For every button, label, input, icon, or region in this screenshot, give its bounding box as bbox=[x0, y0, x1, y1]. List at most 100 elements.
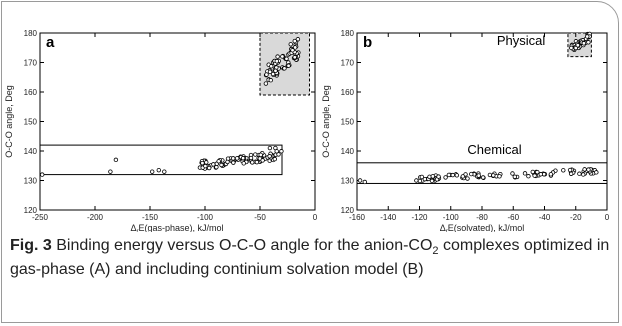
data-point bbox=[108, 169, 113, 174]
y-tick-label: 170 bbox=[341, 59, 355, 68]
data-point bbox=[231, 156, 236, 161]
data-point bbox=[581, 172, 586, 177]
data-point bbox=[454, 173, 460, 178]
y-tick-label: 150 bbox=[24, 118, 38, 127]
data-point bbox=[532, 173, 537, 178]
data-point bbox=[219, 162, 224, 168]
data-point bbox=[225, 159, 230, 165]
y-tick-label: 160 bbox=[341, 88, 355, 97]
data-point bbox=[469, 171, 474, 177]
data-point bbox=[211, 162, 216, 167]
x-tick-label: -100 bbox=[197, 213, 214, 222]
data-point bbox=[267, 145, 273, 151]
y-tick-label: 130 bbox=[24, 177, 38, 186]
data-point bbox=[258, 152, 263, 158]
x-tick-label: 0 bbox=[313, 213, 318, 222]
data-point bbox=[279, 149, 284, 154]
chart-panel-b: -160 -140 -120 -100 -80 -60 -40 -20 0 120 130 140 15… bbox=[321, 29, 610, 232]
x-tick-label: -50 bbox=[254, 213, 266, 222]
data-point bbox=[443, 175, 448, 180]
data-point bbox=[568, 171, 574, 176]
x-tick-label: -120 bbox=[411, 213, 428, 222]
data-point bbox=[113, 157, 119, 163]
panel-label: a bbox=[46, 34, 55, 51]
caption-subscript: 2 bbox=[432, 245, 439, 258]
data-point bbox=[253, 152, 258, 157]
data-point bbox=[149, 169, 155, 174]
data-point bbox=[446, 172, 452, 178]
data-point bbox=[436, 174, 441, 179]
data-point bbox=[203, 163, 208, 169]
y-tick-label: 140 bbox=[341, 147, 355, 156]
data-point bbox=[465, 176, 470, 181]
data-point bbox=[274, 149, 279, 154]
data-point bbox=[535, 169, 540, 175]
annotation-label: Chemical bbox=[467, 142, 521, 157]
data-point bbox=[280, 54, 285, 59]
y-tick-label: 170 bbox=[24, 59, 38, 68]
data-point bbox=[273, 68, 278, 73]
chart-panel-a: -250 -200 -150 -100 -50 0 120 130 140 150 160 170 18… bbox=[4, 29, 318, 232]
data-point bbox=[40, 172, 45, 177]
x-tick-label: -160 bbox=[349, 213, 366, 222]
y-tick-label: 150 bbox=[341, 118, 355, 127]
data-point bbox=[577, 171, 582, 176]
data-point bbox=[510, 171, 515, 176]
data-point bbox=[274, 58, 279, 64]
data-point bbox=[284, 56, 289, 61]
data-point bbox=[241, 161, 246, 166]
data-point bbox=[264, 72, 269, 77]
data-point bbox=[206, 165, 212, 171]
data-point bbox=[292, 38, 297, 44]
y-axis-label: O-C-O angle, Deg bbox=[4, 85, 14, 158]
x-tick-label: -60 bbox=[507, 213, 519, 222]
data-point bbox=[234, 156, 240, 161]
data-point bbox=[522, 171, 528, 176]
data-point bbox=[585, 34, 590, 39]
data-point bbox=[491, 173, 496, 178]
data-point bbox=[586, 40, 591, 45]
x-tick-label: 0 bbox=[605, 213, 610, 222]
data-point bbox=[216, 159, 221, 164]
data-point bbox=[362, 179, 368, 185]
data-point bbox=[286, 63, 291, 68]
data-point bbox=[512, 174, 518, 179]
caption-label: Fig. 3 bbox=[10, 237, 52, 254]
data-point bbox=[582, 167, 587, 172]
data-point bbox=[272, 156, 278, 162]
data-point bbox=[450, 172, 455, 178]
data-point bbox=[248, 155, 254, 161]
data-point bbox=[267, 154, 272, 159]
data-point bbox=[460, 174, 466, 179]
data-point bbox=[162, 169, 167, 174]
data-point bbox=[530, 169, 535, 175]
panel-label: b bbox=[363, 34, 372, 51]
x-tick-label: -20 bbox=[570, 213, 582, 222]
y-tick-label: 130 bbox=[341, 177, 355, 186]
x-tick-label: -200 bbox=[87, 213, 104, 222]
x-tick-label: -250 bbox=[32, 213, 49, 222]
data-point bbox=[269, 64, 274, 69]
data-point bbox=[268, 78, 273, 83]
y-tick-label: 120 bbox=[24, 206, 38, 215]
y-tick-label: 180 bbox=[341, 29, 355, 38]
data-point bbox=[254, 159, 260, 165]
data-point bbox=[204, 160, 209, 165]
x-tick-label: -150 bbox=[142, 213, 159, 222]
data-point bbox=[357, 178, 363, 183]
data-point bbox=[569, 45, 574, 51]
x-tick-label: -80 bbox=[476, 213, 488, 222]
data-point bbox=[240, 155, 246, 161]
data-point bbox=[567, 167, 573, 173]
data-point bbox=[538, 172, 543, 177]
data-point bbox=[414, 178, 419, 183]
x-tick-label: -140 bbox=[380, 213, 397, 222]
data-point bbox=[526, 174, 531, 179]
data-point bbox=[260, 158, 265, 163]
data-point bbox=[575, 42, 580, 48]
figure-charts: -250 -200 -150 -100 -50 012013014015016017018… bbox=[4, 29, 610, 232]
caption-text-1: Binding energy versus O-C-O angle for th… bbox=[56, 237, 433, 254]
y-axis-label: O-C-O angle, Deg bbox=[321, 85, 331, 158]
data-point bbox=[250, 160, 255, 165]
